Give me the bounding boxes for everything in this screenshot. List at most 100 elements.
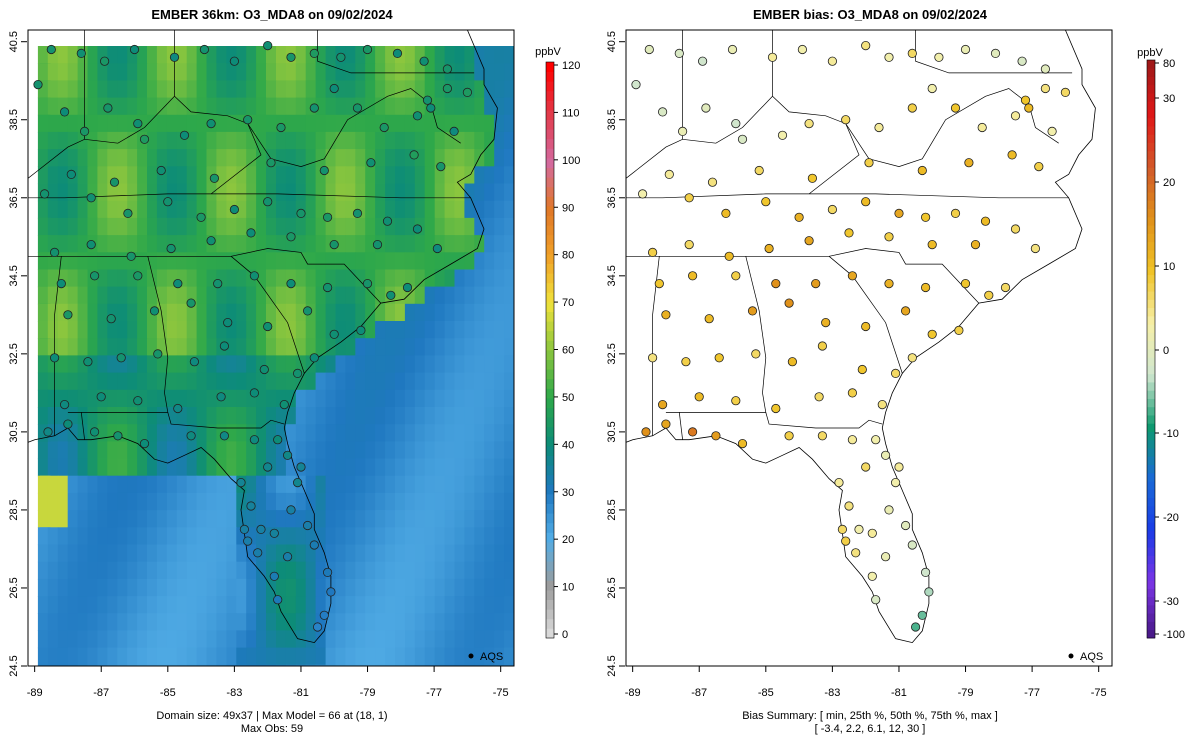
grid-cell xyxy=(494,561,505,580)
grid-cell xyxy=(335,217,346,236)
grid-cell xyxy=(216,200,227,219)
grid-cell xyxy=(434,338,446,356)
grid-cell xyxy=(444,114,456,133)
y-tick-label: 32.5 xyxy=(606,343,618,364)
grid-cell xyxy=(375,338,386,356)
grid-cell xyxy=(365,46,376,64)
grid-cell xyxy=(127,200,138,219)
grid-cell xyxy=(57,149,69,167)
grid-cell xyxy=(117,596,128,614)
colorbar-step xyxy=(1147,538,1155,548)
colorbar-step xyxy=(546,359,554,370)
grid-cell xyxy=(434,458,446,477)
obs-site-marker xyxy=(179,130,190,140)
grid-cell xyxy=(97,424,108,442)
grid-cell xyxy=(325,630,337,649)
grid-cell xyxy=(355,389,366,408)
bias-site-marker xyxy=(927,83,937,94)
grid-cell xyxy=(285,492,297,511)
grid-cell xyxy=(365,441,376,460)
grid-cell xyxy=(206,286,217,305)
grid-cell xyxy=(295,46,307,64)
grid-cell xyxy=(127,544,138,563)
grid-cell xyxy=(196,492,208,511)
grid-cell xyxy=(196,355,208,374)
grid-cell xyxy=(137,200,148,219)
colorbar-step xyxy=(546,532,554,543)
grid-cell xyxy=(77,252,89,271)
grid-cell xyxy=(325,269,337,288)
grid-cell xyxy=(37,235,49,253)
grid-cell xyxy=(147,286,158,305)
grid-cell xyxy=(166,355,178,374)
grid-cell xyxy=(87,114,98,133)
grid-cell xyxy=(176,63,188,81)
grid-cell xyxy=(216,46,227,64)
bias-site-marker xyxy=(847,435,858,445)
grid-cell xyxy=(57,303,69,322)
grid-cell xyxy=(325,338,337,356)
grid-cell xyxy=(256,252,267,271)
grid-cell xyxy=(87,544,98,563)
bias-site-marker xyxy=(677,126,688,136)
grid-cell xyxy=(355,131,366,150)
grid-cell xyxy=(67,149,79,167)
grid-cell xyxy=(484,97,495,116)
grid-cell xyxy=(137,46,148,64)
grid-cell xyxy=(57,252,69,271)
grid-cell xyxy=(464,389,475,408)
grid-cell xyxy=(127,492,138,511)
colorbar-step xyxy=(1147,332,1155,342)
grid-cell xyxy=(87,372,98,391)
grid-cell xyxy=(236,458,247,477)
colorbar-step xyxy=(1147,596,1155,606)
grid-cell xyxy=(47,63,59,81)
model-map-boundaries xyxy=(28,30,498,644)
grid-cell xyxy=(345,664,356,666)
grid-cell xyxy=(484,372,495,391)
bias-map-boundaries xyxy=(626,30,1096,644)
colorbar-step xyxy=(546,513,554,524)
grid-cell xyxy=(206,269,217,288)
grid-cell xyxy=(256,664,267,666)
grid-cell xyxy=(335,596,346,614)
grid-cell xyxy=(266,303,277,322)
grid-cell xyxy=(216,114,227,133)
grid-cell xyxy=(87,131,98,150)
bias-site-marker xyxy=(701,103,711,113)
grid-cell xyxy=(365,286,376,305)
grid-cell xyxy=(107,544,118,563)
grid-cell xyxy=(295,131,307,150)
grid-cell xyxy=(37,441,49,460)
colorbar-step xyxy=(1147,382,1155,391)
grid-cell xyxy=(186,286,198,305)
bias-site-marker xyxy=(871,595,881,605)
grid-cell xyxy=(156,492,168,511)
grid-cell xyxy=(246,303,257,322)
bias-site-marker xyxy=(807,173,818,183)
bias-axes: -89 -87 -85 -83 -81 -79 -77 -7524.526.528.530.5… xyxy=(606,31,1107,699)
grid-cell xyxy=(156,97,168,116)
grid-cell xyxy=(305,114,317,133)
grid-cell xyxy=(37,200,49,219)
grid-cell xyxy=(504,131,514,150)
grid-cell xyxy=(345,510,356,528)
grid-cell xyxy=(137,303,148,322)
colorbar-step xyxy=(1147,340,1155,350)
grid-cell xyxy=(266,664,277,666)
bias-legend-label: AQS xyxy=(1080,651,1103,663)
grid-cell xyxy=(186,441,198,460)
bias-site-marker xyxy=(910,622,921,632)
grid-cell xyxy=(206,630,217,649)
grid-cell xyxy=(196,217,208,236)
grid-cell xyxy=(97,286,108,305)
grid-cell xyxy=(474,578,485,597)
grid-cell xyxy=(315,424,327,442)
colorbar-tick-label: 70 xyxy=(562,297,574,309)
grid-cell xyxy=(504,544,514,563)
grid-cell xyxy=(494,510,505,528)
grid-cell xyxy=(57,235,69,253)
grid-cell xyxy=(464,544,475,563)
grid-cell xyxy=(474,286,485,305)
grid-cell xyxy=(315,286,327,305)
